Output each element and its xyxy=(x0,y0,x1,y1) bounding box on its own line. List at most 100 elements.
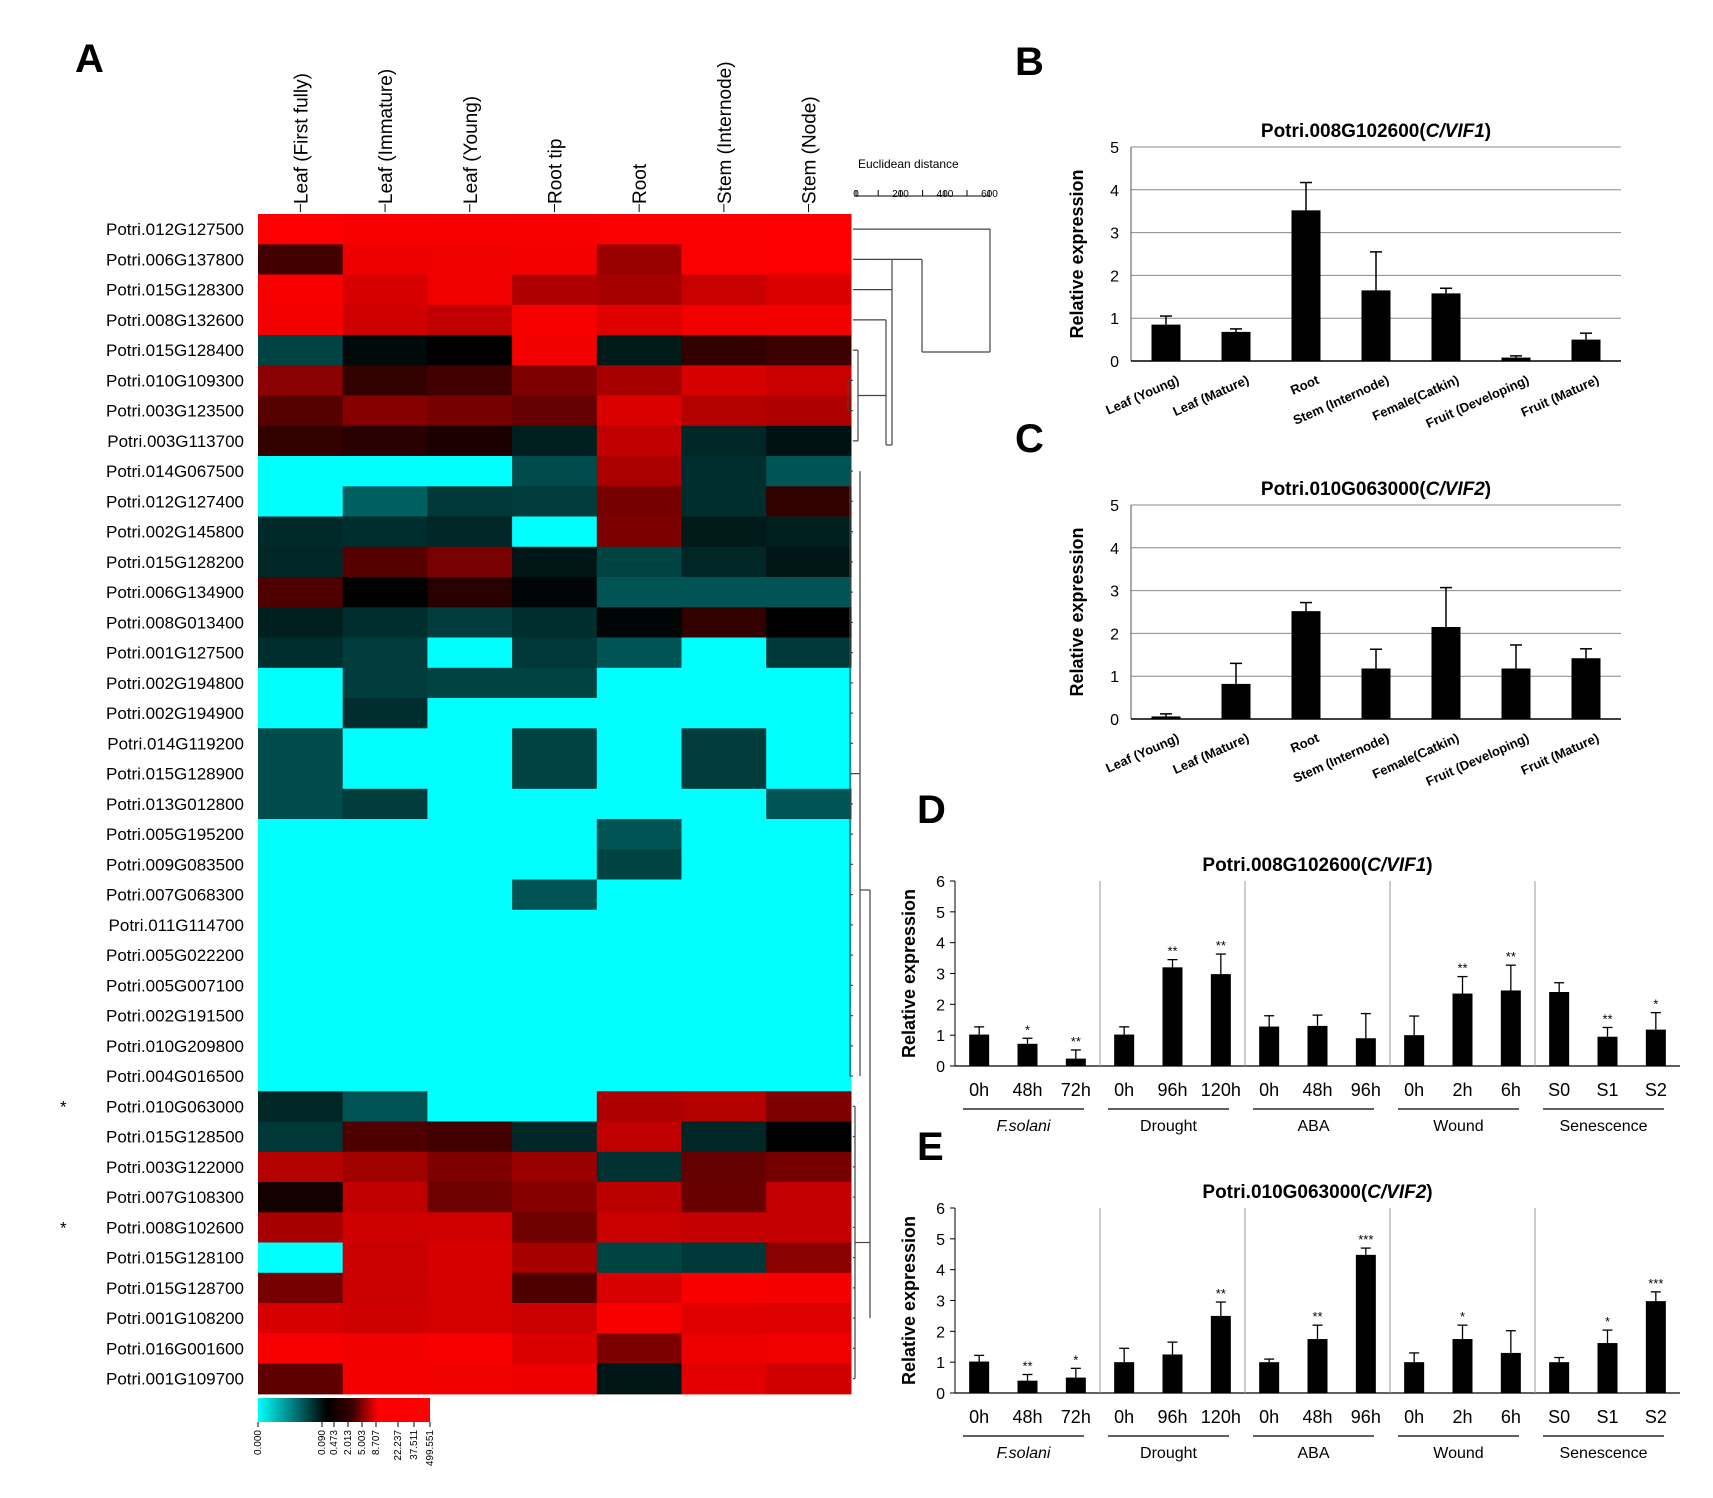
significance-label: ** xyxy=(1602,1011,1612,1026)
heatmap-cell xyxy=(258,1121,344,1153)
heatmap-cell xyxy=(512,1333,598,1365)
heatmap-cell xyxy=(512,1061,598,1092)
y-axis-label: Relative expression xyxy=(899,1216,919,1385)
heatmap-cell xyxy=(681,1363,767,1395)
heatmap-cell xyxy=(258,788,344,820)
bar xyxy=(1549,1362,1570,1393)
heatmap-cell xyxy=(258,546,344,578)
heatmap-cell xyxy=(596,456,683,487)
row-label: Potri.014G067500 xyxy=(106,462,244,481)
bar xyxy=(1452,993,1473,1066)
heatmap-cell xyxy=(427,698,513,729)
heatmap-cell xyxy=(342,304,428,336)
x-category-label: 120h xyxy=(1201,1407,1241,1427)
heatmap-cell xyxy=(766,365,852,397)
heatmap-cell xyxy=(258,1242,344,1274)
bar xyxy=(1065,1058,1086,1066)
heatmap-cell xyxy=(766,819,852,850)
bar xyxy=(1221,331,1251,361)
heatmap-cell xyxy=(596,758,683,790)
row-label: Potri.008G132600 xyxy=(106,311,244,330)
heatmap-cell xyxy=(258,486,344,518)
heatmap-cell xyxy=(342,1000,428,1032)
y-tick-label: 3 xyxy=(936,967,945,984)
heatmap-cell xyxy=(681,1000,767,1032)
heatmap-cell xyxy=(258,456,344,487)
x-category-label: 48h xyxy=(1012,1080,1042,1100)
heatmap-cell xyxy=(512,425,598,457)
heatmap-cell xyxy=(681,940,767,971)
x-category-label: 96h xyxy=(1157,1407,1187,1427)
heatmap-cell xyxy=(342,1303,428,1334)
heatmap-cell xyxy=(512,1000,598,1032)
group-label: Wound xyxy=(1433,1445,1483,1462)
row-label: Potri.010G063000 xyxy=(106,1097,244,1116)
heatmap-cell xyxy=(596,728,683,760)
x-category-label: Leaf (Mature) xyxy=(1171,372,1252,419)
heatmap-cell xyxy=(766,304,852,336)
bar-chart-e: Potri.010G063000(C/VIF2) 0 1 2 3 4 5 6 Relative … xyxy=(899,1182,1680,1462)
row-label: Potri.015G128100 xyxy=(106,1249,244,1268)
bar xyxy=(969,1361,990,1393)
heatmap-cell xyxy=(258,1303,344,1334)
color-legend-label: 5.003 xyxy=(357,1430,368,1455)
heatmap-cell xyxy=(342,577,428,608)
heatmap-cell xyxy=(342,1121,428,1153)
bar xyxy=(1361,290,1391,361)
group-label: Senescence xyxy=(1559,1445,1647,1462)
heatmap-cell xyxy=(766,335,852,366)
heatmap-cell xyxy=(596,1212,683,1244)
heatmap-cell xyxy=(596,667,683,699)
heatmap-cell xyxy=(342,1151,428,1183)
bar xyxy=(1259,1362,1280,1393)
heatmap-cell xyxy=(258,940,344,971)
bar-chart-b: Potri.008G102600(C/VIF1) 0 1 2 3 4 5 Relative e… xyxy=(1067,121,1621,431)
heatmap-cell xyxy=(766,1121,852,1153)
heatmap-cell xyxy=(512,1212,598,1244)
heatmap-cell xyxy=(512,667,598,699)
row-label: Potri.015G128900 xyxy=(106,765,244,784)
heatmap-cell xyxy=(766,849,852,881)
color-legend-label: 8.707 xyxy=(371,1430,382,1455)
bar xyxy=(1259,1026,1280,1066)
panel-label-b: B xyxy=(1015,40,1044,84)
heatmap-cell xyxy=(596,1121,683,1153)
heatmap-cell xyxy=(766,1091,852,1123)
heatmap-cell xyxy=(681,909,767,941)
heatmap-cell xyxy=(681,244,767,276)
heatmap-cell xyxy=(427,335,513,366)
heatmap-cell xyxy=(681,1333,767,1365)
color-legend-label: 0.000 xyxy=(253,1430,264,1455)
row-label: Potri.007G108300 xyxy=(106,1188,244,1207)
heatmap-cell xyxy=(681,546,767,578)
heatmap-cell xyxy=(766,698,852,729)
x-category-label: Leaf (Young) xyxy=(1103,372,1181,418)
heatmap-cell xyxy=(596,909,683,941)
heatmap-cell xyxy=(427,1061,513,1092)
heatmap-cell xyxy=(766,456,852,487)
color-legend-label: 37.511 xyxy=(409,1430,420,1460)
bar xyxy=(1291,210,1321,361)
bar xyxy=(1571,339,1601,361)
heatmap-cell xyxy=(512,577,598,608)
heatmap-cell xyxy=(258,1333,344,1365)
row-label: Potri.009G083500 xyxy=(106,855,244,874)
x-category-label: Fruit (Mature) xyxy=(1519,372,1602,420)
heatmap-cell xyxy=(258,728,344,760)
y-axis-label: Relative expression xyxy=(1067,169,1087,338)
y-tick-label: 1 xyxy=(936,1028,945,1045)
heatmap-cell xyxy=(258,395,344,427)
x-category-label: 72h xyxy=(1061,1080,1091,1100)
x-category-label: Fruit (Mature) xyxy=(1519,730,1602,778)
y-tick-label: 1 xyxy=(936,1355,945,1372)
heatmap-cell xyxy=(596,1151,683,1183)
significance-label: * xyxy=(1653,997,1658,1012)
y-tick-label: 4 xyxy=(936,1263,945,1280)
column-label: Leaf (Young) xyxy=(461,96,482,204)
x-category-label: 6h xyxy=(1501,1080,1521,1100)
heatmap-cell xyxy=(596,788,683,820)
heatmap-cell xyxy=(596,849,683,881)
heatmap-cell xyxy=(681,758,767,790)
heatmap-cell xyxy=(681,637,767,669)
y-tick-label: 2 xyxy=(936,997,945,1014)
